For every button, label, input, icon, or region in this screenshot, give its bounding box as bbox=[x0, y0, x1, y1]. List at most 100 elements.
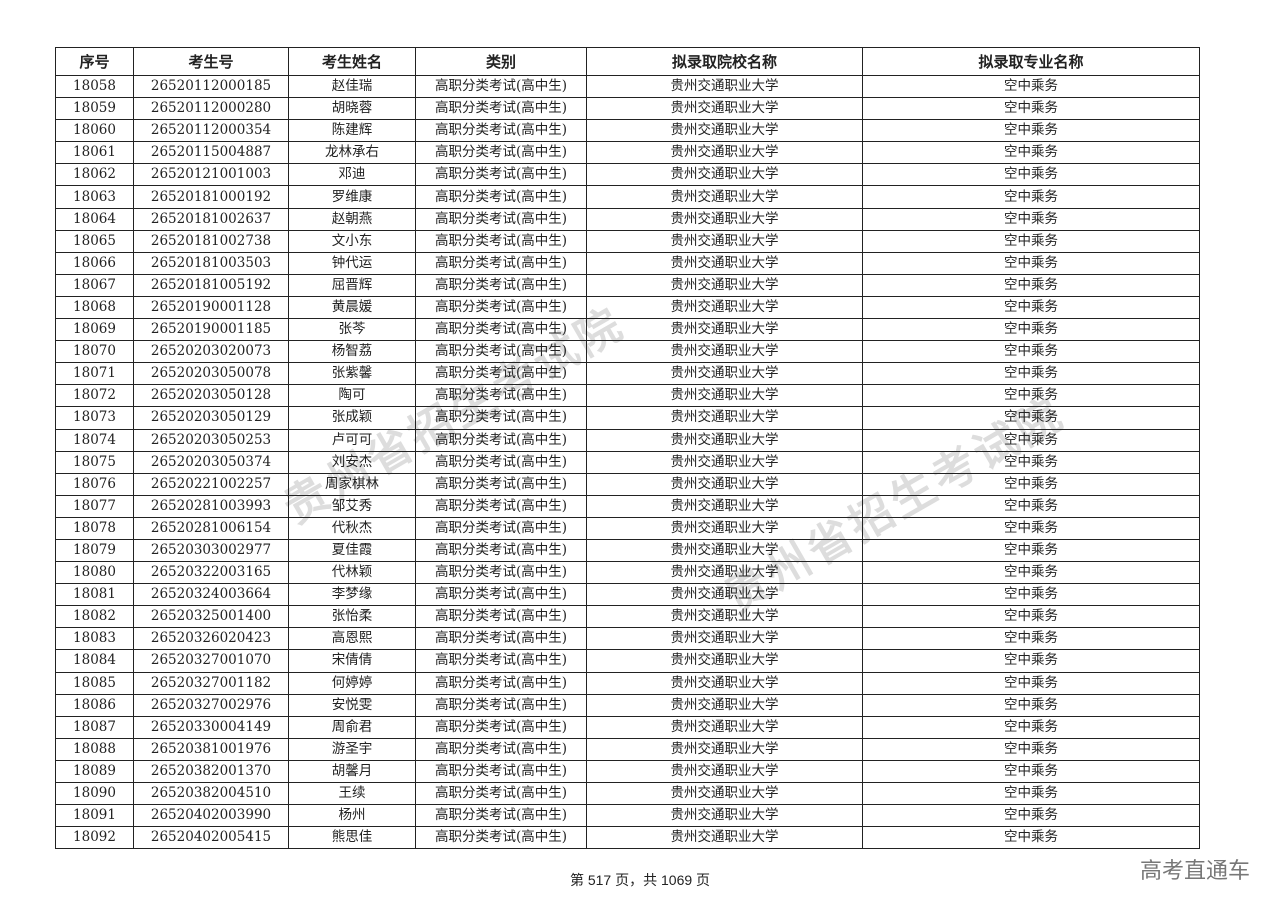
cell-col-category: 高职分类考试(高中生) bbox=[415, 494, 587, 518]
cell-col-school: 贵州交通职业大学 bbox=[586, 561, 863, 585]
cell-col-school: 贵州交通职业大学 bbox=[586, 141, 863, 165]
cell-col-serial: 18087 bbox=[55, 715, 134, 739]
cell-col-candidate-id: 26520203050129 bbox=[133, 406, 289, 430]
cell-col-serial: 18080 bbox=[55, 561, 134, 585]
cell-col-major: 空中乘务 bbox=[862, 362, 1200, 386]
table-row: 18075 26520203050374 刘安杰 高职分类考试(高中生) 贵州交通职业大… bbox=[55, 450, 1200, 474]
cell-col-candidate-id: 26520402003990 bbox=[133, 804, 289, 828]
cell-col-school: 贵州交通职业大学 bbox=[586, 406, 863, 430]
cell-col-major: 空中乘务 bbox=[862, 671, 1200, 695]
cell-col-school: 贵州交通职业大学 bbox=[586, 737, 863, 761]
cell-col-name: 熊思佳 bbox=[288, 826, 416, 850]
cell-col-category: 高职分类考试(高中生) bbox=[415, 715, 587, 739]
cell-col-name: 张紫馨 bbox=[288, 362, 416, 386]
cell-col-school: 贵州交通职业大学 bbox=[586, 97, 863, 121]
cell-col-serial: 18066 bbox=[55, 251, 134, 275]
cell-col-school: 贵州交通职业大学 bbox=[586, 759, 863, 784]
cell-col-category: 高职分类考试(高中生) bbox=[415, 97, 587, 121]
cell-col-candidate-id: 26520303002977 bbox=[133, 538, 289, 563]
cell-col-major: 空中乘务 bbox=[862, 781, 1200, 806]
cell-col-category: 高职分类考试(高中生) bbox=[415, 516, 587, 540]
cell-col-major: 空中乘务 bbox=[862, 826, 1200, 850]
table-row: 18082 26520325001400 张怡柔 高职分类考试(高中生) 贵州交通职业大… bbox=[55, 605, 1200, 629]
cell-col-major: 空中乘务 bbox=[862, 207, 1200, 231]
cell-col-school: 贵州交通职业大学 bbox=[586, 605, 863, 629]
cell-col-school: 贵州交通职业大学 bbox=[586, 781, 863, 806]
table-row: 18086 26520327002976 安悦雯 高职分类考试(高中生) 贵州交通职业大… bbox=[55, 693, 1200, 717]
cell-col-category: 高职分类考试(高中生) bbox=[415, 384, 587, 408]
cell-col-name: 张成颖 bbox=[288, 406, 416, 430]
cell-col-serial: 18072 bbox=[55, 384, 134, 408]
page-number: 第 517 页，共 1069 页 bbox=[569, 872, 711, 888]
cell-col-school: 贵州交通职业大学 bbox=[586, 340, 863, 364]
cell-col-name: 罗维康 bbox=[288, 185, 416, 209]
cell-col-candidate-id: 26520190001128 bbox=[133, 295, 289, 320]
cell-col-serial: 18078 bbox=[55, 516, 134, 540]
cell-col-name: 杨州 bbox=[288, 804, 416, 828]
table-row: 18084 26520327001070 宋倩倩 高职分类考试(高中生) 贵州交通职业大… bbox=[55, 649, 1200, 673]
cell-col-serial: 18086 bbox=[55, 693, 134, 717]
cell-col-serial: 18088 bbox=[55, 737, 134, 761]
cell-col-category: 高职分类考试(高中生) bbox=[415, 229, 587, 253]
cell-col-category: 高职分类考试(高中生) bbox=[415, 141, 587, 165]
cell-col-school: 贵州交通职业大学 bbox=[586, 318, 863, 342]
cell-col-category: 高职分类考试(高中生) bbox=[415, 693, 587, 717]
cell-col-school: 贵州交通职业大学 bbox=[586, 273, 863, 297]
cell-col-name: 何婷婷 bbox=[288, 671, 416, 695]
cell-col-school: 贵州交通职业大学 bbox=[586, 516, 863, 540]
cell-col-name: 张芩 bbox=[288, 318, 416, 342]
brand-logo-text: 高考直通车 bbox=[1139, 859, 1250, 884]
cell-col-category: 高职分类考试(高中生) bbox=[415, 671, 587, 695]
cell-col-serial: 18081 bbox=[55, 583, 134, 607]
cell-col-candidate-id: 26520382001370 bbox=[133, 759, 289, 784]
cell-col-major: 空中乘务 bbox=[862, 472, 1200, 496]
table-row: 18091 26520402003990 杨州 高职分类考试(高中生) 贵州交通职业大学… bbox=[55, 804, 1200, 828]
cell-col-major: 空中乘务 bbox=[862, 627, 1200, 651]
cell-col-serial: 18092 bbox=[55, 826, 134, 850]
table-row: 18066 26520181003503 钟代运 高职分类考试(高中生) 贵州交通职业大… bbox=[55, 251, 1200, 275]
cell-col-serial: 18059 bbox=[55, 97, 134, 121]
cell-col-category: 高职分类考试(高中生) bbox=[415, 538, 587, 563]
cell-col-school: 贵州交通职业大学 bbox=[586, 671, 863, 695]
cell-col-school: 贵州交通职业大学 bbox=[586, 163, 863, 187]
cell-col-major: 空中乘务 bbox=[862, 428, 1200, 452]
cell-col-serial: 18085 bbox=[55, 671, 134, 695]
cell-col-category: 高职分类考试(高中生) bbox=[415, 759, 587, 784]
cell-col-school: 贵州交通职业大学 bbox=[586, 627, 863, 651]
cell-col-name: 周家棋林 bbox=[288, 472, 416, 496]
cell-col-category: 高职分类考试(高中生) bbox=[415, 649, 587, 673]
table-row: 18077 26520281003993 邹艾秀 高职分类考试(高中生) 贵州交通职业大… bbox=[55, 494, 1200, 518]
cell-col-major: 空中乘务 bbox=[862, 119, 1200, 143]
cell-col-serial: 18064 bbox=[55, 207, 134, 231]
table-row: 18081 26520324003664 李梦缘 高职分类考试(高中生) 贵州交通职业大… bbox=[55, 583, 1200, 607]
cell-col-school: 贵州交通职业大学 bbox=[586, 185, 863, 209]
cell-col-name: 邹艾秀 bbox=[288, 494, 416, 518]
cell-col-category: 高职分类考试(高中生) bbox=[415, 406, 587, 430]
table-row: 18069 26520190001185 张芩 高职分类考试(高中生) 贵州交通职业大学… bbox=[55, 318, 1200, 342]
cell-col-school: 贵州交通职业大学 bbox=[586, 74, 863, 99]
cell-col-serial: 18077 bbox=[55, 494, 134, 518]
cell-col-major: 空中乘务 bbox=[862, 516, 1200, 540]
cell-col-major: 空中乘务 bbox=[862, 583, 1200, 607]
cell-col-major: 空中乘务 bbox=[862, 74, 1200, 99]
cell-col-name: 卢可可 bbox=[288, 428, 416, 452]
cell-col-serial: 18069 bbox=[55, 318, 134, 342]
cell-col-candidate-id: 26520190001185 bbox=[133, 318, 289, 342]
cell-col-category: 高职分类考试(高中生) bbox=[415, 583, 587, 607]
cell-col-school: 贵州交通职业大学 bbox=[586, 693, 863, 717]
cell-col-major: 空中乘务 bbox=[862, 649, 1200, 673]
cell-col-serial: 18083 bbox=[55, 627, 134, 651]
cell-col-candidate-id: 26520281006154 bbox=[133, 516, 289, 540]
table-row: 18083 26520326020423 高恩熙 高职分类考试(高中生) 贵州交通职业大… bbox=[55, 627, 1200, 651]
table-row: 18078 26520281006154 代秋杰 高职分类考试(高中生) 贵州交通职业大… bbox=[55, 516, 1200, 540]
cell-col-serial: 18070 bbox=[55, 340, 134, 364]
header-col-name: 考生姓名 bbox=[288, 47, 416, 76]
cell-col-major: 空中乘务 bbox=[862, 406, 1200, 430]
table-row: 18062 26520121001003 邓迪 高职分类考试(高中生) 贵州交通职业大学… bbox=[55, 163, 1200, 187]
cell-col-major: 空中乘务 bbox=[862, 318, 1200, 342]
cell-col-candidate-id: 26520203050078 bbox=[133, 362, 289, 386]
cell-col-category: 高职分类考试(高中生) bbox=[415, 781, 587, 806]
cell-col-serial: 18090 bbox=[55, 781, 134, 806]
cell-col-candidate-id: 26520181002738 bbox=[133, 229, 289, 253]
cell-col-major: 空中乘务 bbox=[862, 494, 1200, 518]
